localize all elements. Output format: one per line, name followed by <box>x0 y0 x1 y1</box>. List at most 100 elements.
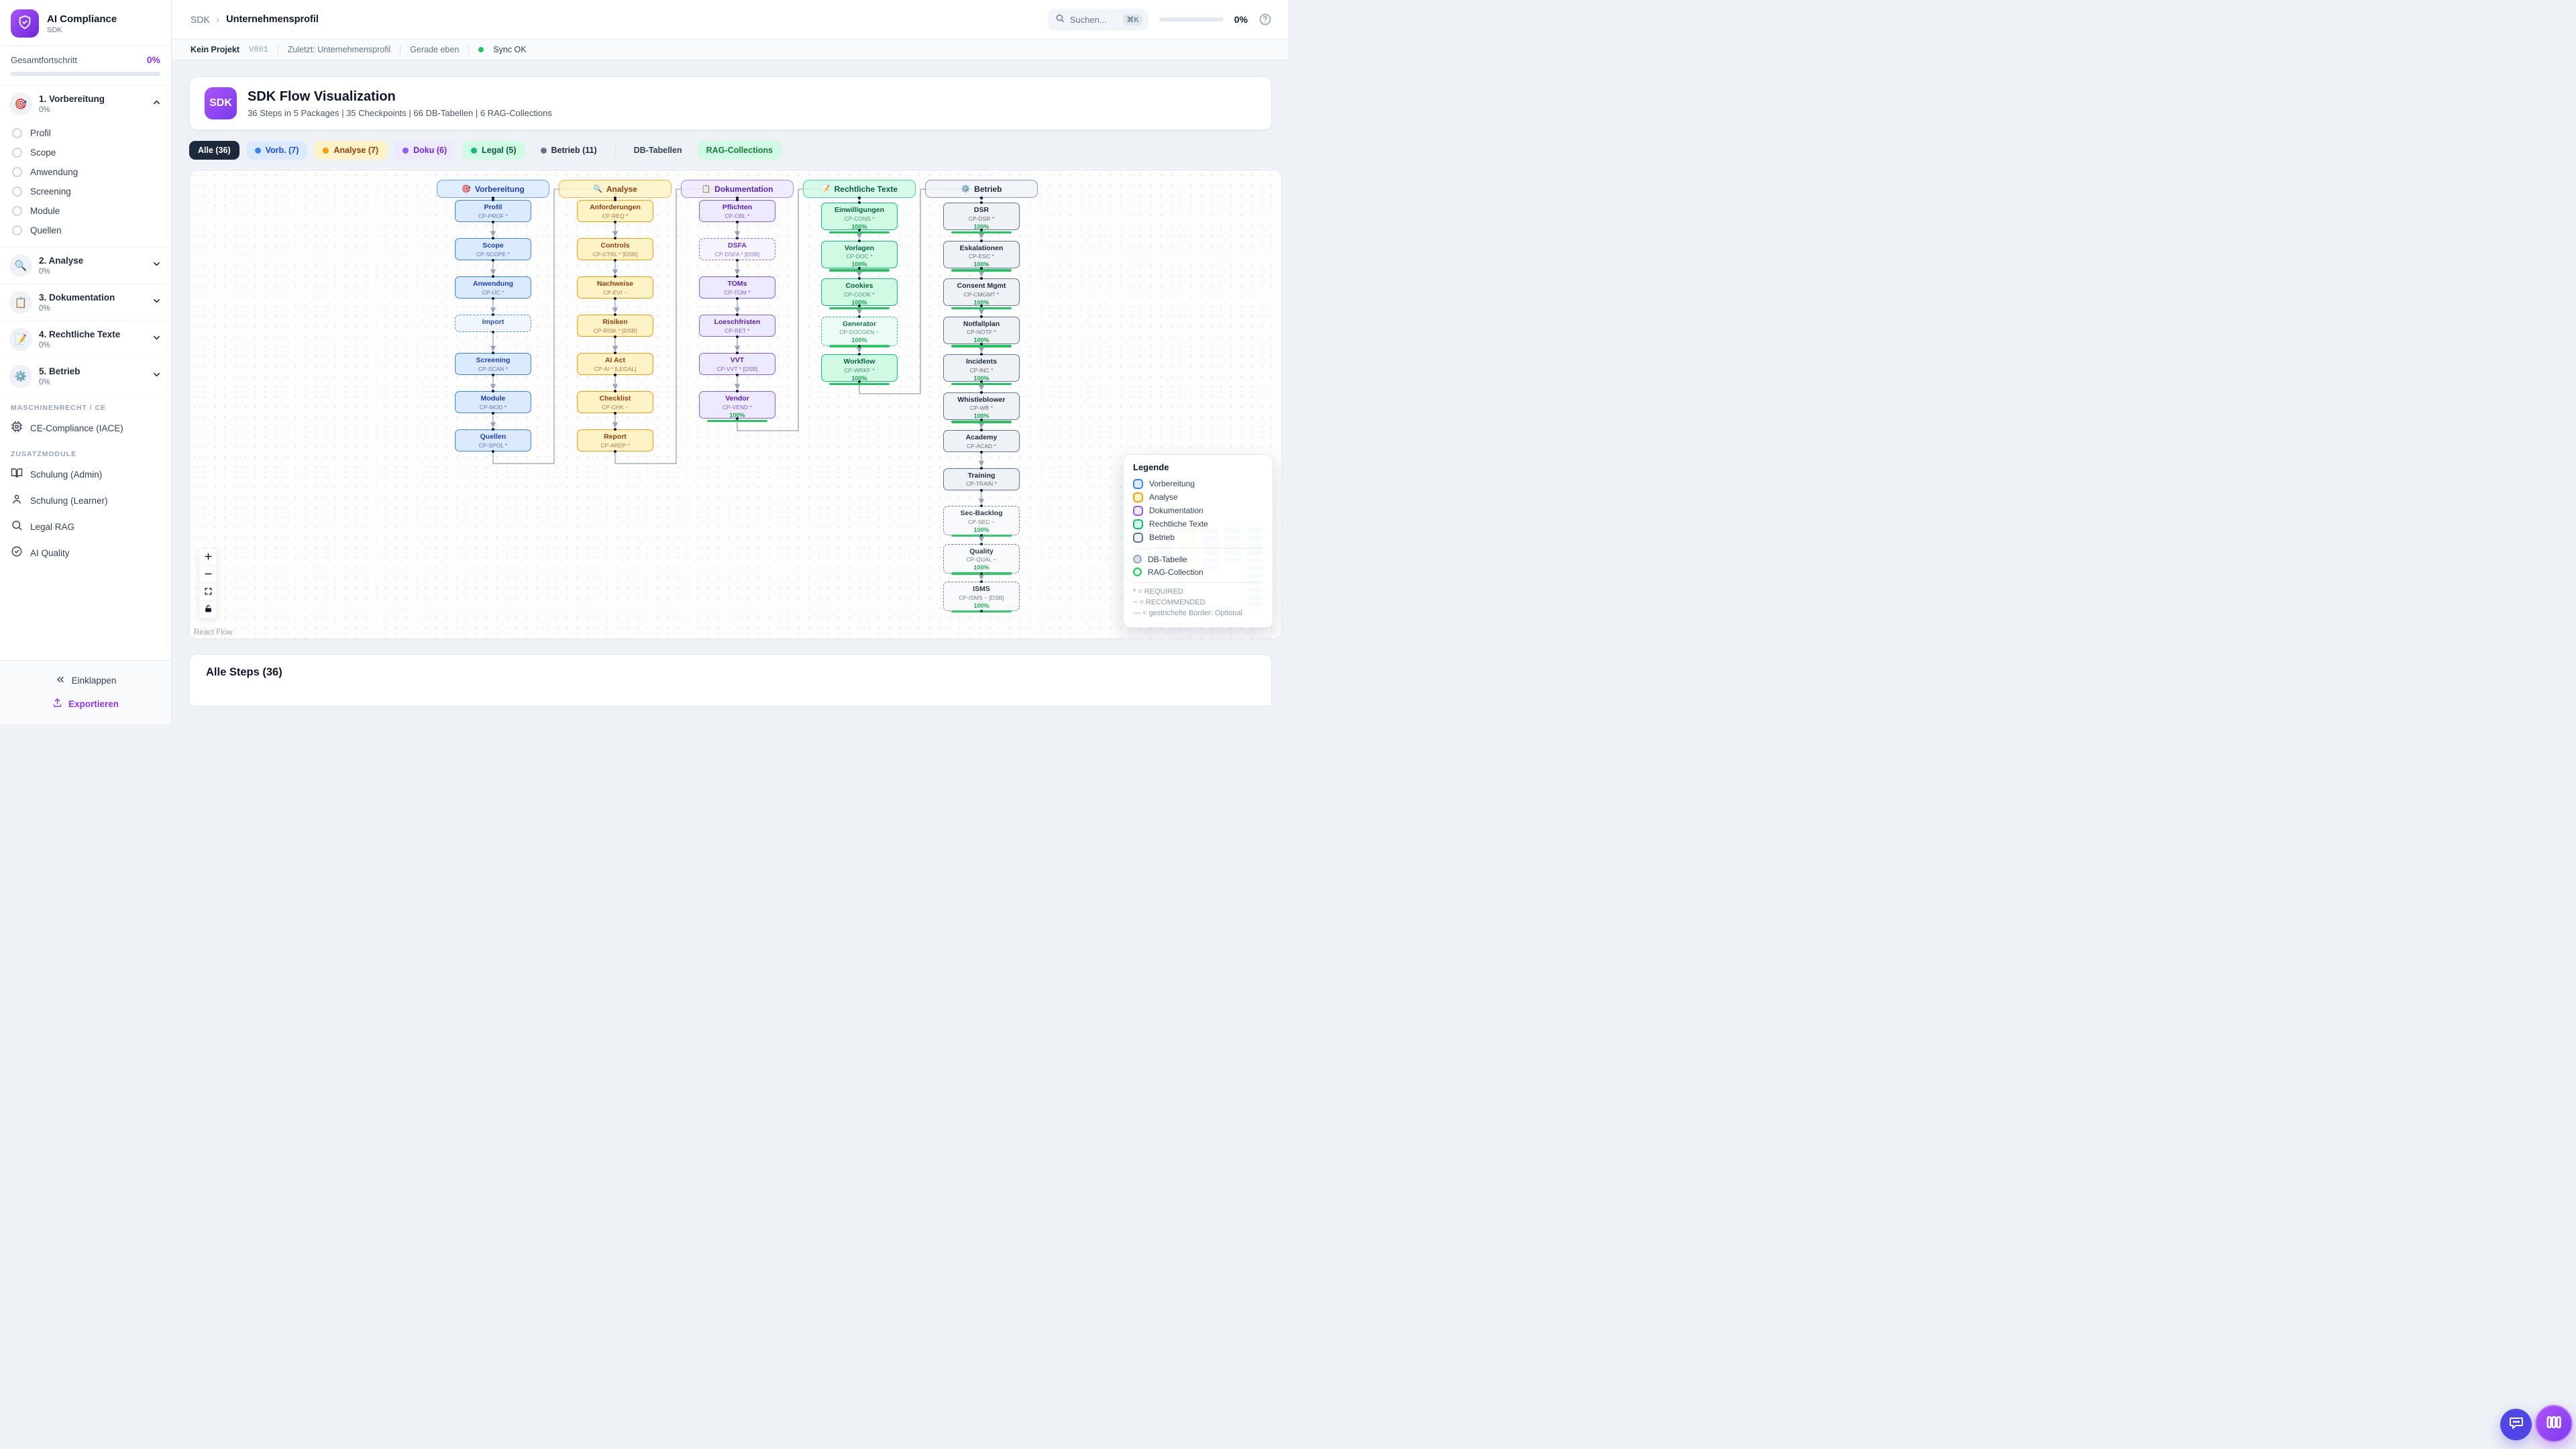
flow-node-eskalationen[interactable]: Eskalationen CP-ESC * 100% <box>943 239 1020 272</box>
node-progress-value: 100% <box>973 374 989 382</box>
flow-node-dsr[interactable]: DSR CP-DSR * 100% <box>943 201 1020 234</box>
divider <box>468 45 470 54</box>
filter-chip-betrieb--11-[interactable]: Betrieb (11) <box>531 141 606 160</box>
node-code: CP-WB * <box>970 405 993 412</box>
node-title: Vorlagen <box>844 244 875 252</box>
breadcrumb-root[interactable]: SDK <box>191 14 210 25</box>
app-title: AI Compliance <box>47 13 117 25</box>
collapse-sidebar-button[interactable]: Einklappen <box>0 669 171 692</box>
flow-node-notfallplan[interactable]: Notfallplan CP-NOTF * 100% <box>943 315 1020 347</box>
chevron-down-icon[interactable] <box>152 296 162 309</box>
chevron-down-icon[interactable] <box>152 370 162 383</box>
flow-node-einwilligungen[interactable]: Einwilligungen CP-CONS * 100% <box>821 201 898 234</box>
filter-chip-vorb---7-[interactable]: Vorb. (7) <box>246 141 308 160</box>
node-code: CP-INC * <box>969 366 994 374</box>
chat-fab-button[interactable] <box>2500 1409 2532 1440</box>
section-header[interactable]: ⚙️ 5. Betrieb 0% <box>0 358 171 394</box>
search-input[interactable]: Suchen... ⌘K <box>1047 8 1148 31</box>
reactflow-attribution[interactable]: React Flow <box>194 629 233 637</box>
flow-node-vendor[interactable]: Vendor CP-VEND * 100% <box>699 390 775 423</box>
export-button[interactable]: Exportieren <box>0 692 171 715</box>
flow-node-profil[interactable]: Profil CP-PROF * <box>455 199 531 223</box>
flow-node-sec-backlog[interactable]: Sec-Backlog CP-SEC ~100% <box>943 504 1020 537</box>
flow-node-quellen[interactable]: Quellen CP-SPOL * <box>455 428 531 453</box>
sidebar-nav-schulung--admin-[interactable]: Schulung (Admin) <box>0 462 171 488</box>
package-header-dokumentation[interactable]: 📋 Dokumentation <box>681 180 794 199</box>
package-header-analyse[interactable]: 🔍 Analyse <box>559 180 672 199</box>
lock-button[interactable] <box>199 601 217 619</box>
flow-node-report[interactable]: Report CP-AREP * <box>577 428 653 453</box>
filter-chip-analyse--7-[interactable]: Analyse (7) <box>314 141 388 160</box>
package-header-rechtliche-texte[interactable]: 📝 Rechtliche Texte <box>803 180 916 199</box>
section-header[interactable]: 🔍 2. Analyse 0% <box>0 248 171 284</box>
columns-fab-button[interactable] <box>2535 1405 2573 1442</box>
flow-node-anwendung[interactable]: Anwendung CP-UC * <box>455 275 531 300</box>
section-header[interactable]: 📋 3. Dokumentation 0% <box>0 284 171 321</box>
sidebar-nav-ai-quality[interactable]: AI Quality <box>0 540 171 566</box>
fit-view-button[interactable] <box>199 584 217 601</box>
sidebar: AI Compliance SDK Gesamtfortschritt 0% 🎯… <box>0 0 172 724</box>
legend-circle-icon <box>1133 568 1142 577</box>
flow-node-generator[interactable]: Generator CP-DOCGEN ~100% <box>821 315 898 347</box>
chevron-down-icon[interactable] <box>152 259 162 272</box>
flow-node-consent-mgmt[interactable]: Consent Mgmt CP-CMGMT * 100% <box>943 277 1020 310</box>
section-header[interactable]: 🎯 1. Vorbereitung 0% <box>0 86 171 122</box>
chevron-up-icon[interactable] <box>152 97 162 111</box>
sync-status-dot <box>478 47 484 52</box>
sidebar-item-anwendung[interactable]: Anwendung <box>0 162 171 182</box>
flow-node-whistleblower[interactable]: Whistleblower CP-WB * 100% <box>943 390 1020 423</box>
flow-node-isms[interactable]: ISMS CP-ISMS ~ [DSB] 100% <box>943 580 1020 613</box>
flow-node-dsfa[interactable]: DSFA CP-DSFA * [DSB] <box>699 237 775 262</box>
flow-node-academy[interactable]: Academy CP-ACAD * <box>943 429 1020 453</box>
node-progress-value: 100% <box>973 564 989 572</box>
sidebar-item-screening[interactable]: Screening <box>0 182 171 201</box>
flow-node-scope[interactable]: Scope CP-SCOPE * <box>455 237 531 262</box>
flow-node-controls[interactable]: Controls CP-CTRL * [DSB] <box>577 237 653 262</box>
flow-node-ai-act[interactable]: AI Act CP-AI * [LEGAL] <box>577 352 653 376</box>
sidebar-item-label: Quellen <box>30 225 62 235</box>
chip-dot-icon <box>471 147 478 154</box>
flow-node-loeschfristen[interactable]: Loeschfristen CP-RET * <box>699 313 775 338</box>
zoom-in-button[interactable] <box>199 549 217 566</box>
flow-node-cookies[interactable]: Cookies CP-COOK * 100% <box>821 277 898 310</box>
section-header[interactable]: 📝 4. Rechtliche Texte 0% <box>0 321 171 358</box>
node-progress-bar <box>951 610 1012 613</box>
flow-node-vvt[interactable]: VVT CP-VVT * [DSB] <box>699 352 775 376</box>
steps-panel-title: Alle Steps (36) <box>206 666 282 678</box>
sidebar-item-module[interactable]: Module <box>0 201 171 221</box>
zoom-out-button[interactable] <box>199 566 217 584</box>
flow-node-risiken[interactable]: Risiken CP-RISK * [DSB] <box>577 313 653 338</box>
flow-canvas[interactable]: 🎯 Vorbereitung Profil CP-PROF * Scope CP-SCOP… <box>189 170 1282 639</box>
package-header-betrieb[interactable]: ⚙️ Betrieb <box>925 180 1038 199</box>
sidebar-item-quellen[interactable]: Quellen <box>0 221 171 240</box>
sidebar-item-profil[interactable]: Profil <box>0 123 171 143</box>
sidebar-item-scope[interactable]: Scope <box>0 143 171 162</box>
sidebar-nav-schulung--learner-[interactable]: Schulung (Learner) <box>0 488 171 514</box>
filter-chip-db-tabellen[interactable]: DB-Tabellen <box>625 141 691 160</box>
sidebar-nav-legal-rag[interactable]: Legal RAG <box>0 514 171 540</box>
node-title: DSFA <box>727 241 747 250</box>
flow-node-workflow[interactable]: Workflow CP-WRKF * 100% <box>821 353 898 386</box>
app-subtitle: SDK <box>47 25 62 34</box>
flow-node-checklist[interactable]: Checklist CP-CHK ~ <box>577 390 653 415</box>
filter-chip-alle--36-[interactable]: Alle (36) <box>189 141 239 160</box>
flow-node-training[interactable]: Training CP-TRAIN * <box>943 466 1020 492</box>
flow-node-import[interactable]: Import <box>455 313 531 333</box>
filter-chip-legal--5-[interactable]: Legal (5) <box>462 141 525 160</box>
filter-chip-doku--6-[interactable]: Doku (6) <box>394 141 456 160</box>
flow-node-incidents[interactable]: Incidents CP-INC * 100% <box>943 353 1020 386</box>
chip-label: Betrieb (11) <box>551 146 597 155</box>
flow-node-module[interactable]: Module CP-MOD * <box>455 390 531 415</box>
flow-node-nachweise[interactable]: Nachweise CP-EVI ~ <box>577 275 653 300</box>
help-icon[interactable] <box>1258 13 1272 26</box>
sidebar-nav-ce-compliance--iace-[interactable]: CE-Compliance (IACE) <box>0 415 171 441</box>
chevron-down-icon[interactable] <box>152 333 162 346</box>
flow-node-screening[interactable]: Screening CP-SCAN * <box>455 352 531 376</box>
flow-node-quality[interactable]: Quality CP-QUAL ~100% <box>943 542 1020 575</box>
flow-node-pflichten[interactable]: Pflichten CP-OBL * <box>699 199 775 223</box>
flow-node-toms[interactable]: TOMs CP-TOM * <box>699 275 775 300</box>
flow-node-anforderungen[interactable]: Anforderungen CP-REQ * <box>577 199 653 223</box>
package-header-vorbereitung[interactable]: 🎯 Vorbereitung <box>437 180 549 199</box>
filter-chip-rag-collections[interactable]: RAG-Collections <box>697 141 782 160</box>
flow-node-vorlagen[interactable]: Vorlagen CP-DOC * 100% <box>821 239 898 272</box>
